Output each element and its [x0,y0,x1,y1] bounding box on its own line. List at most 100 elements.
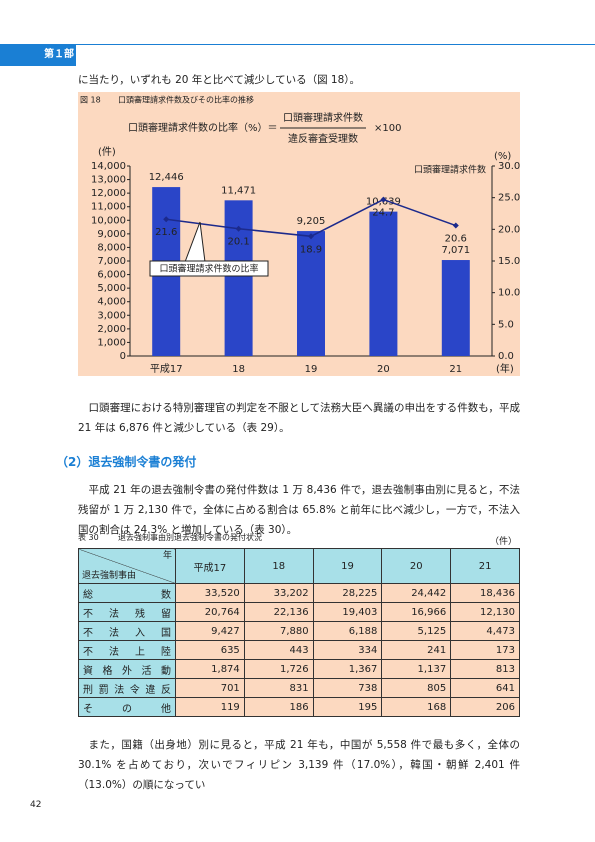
table-cell: 701 [175,678,245,698]
x-tick-label: 21 [449,364,462,375]
formula-left: 口頭審理請求件数の比率（%）＝ [128,121,278,134]
paragraph: 平成 21 年の退去強制令書の発付件数は 1 万 8,436 件で，退去強制事由… [78,484,520,536]
table-cell: 1,367 [312,659,383,679]
table-cell: 18 [243,548,314,584]
figure-number: 図 18 [80,96,101,105]
y-tick-label: 11,000 [91,202,126,213]
y2-tick-label: 5.0 [498,319,514,330]
table-cell: 1,874 [175,659,245,679]
table-cell: 4,473 [450,621,520,641]
y-tick-label: 10,000 [91,215,126,226]
y-tick-label: 8,000 [97,242,126,253]
line-value-label: 18.9 [300,244,322,255]
line-value-label: 20.6 [445,234,467,245]
corner-label: 年 [162,551,172,561]
table-cell: 241 [381,640,452,660]
y-tick-label: 6,000 [97,270,126,281]
table-cell: 641 [450,678,520,698]
table-cell: 資格外活動 [78,659,176,679]
legend-label: 口頭審理請求件数 [414,164,486,176]
y-tick-label: 3,000 [97,310,126,321]
x-tick-label: 平成17 [150,363,183,375]
y-tick-label: 4,000 [97,297,126,308]
y2-tick-label: 15.0 [498,256,520,267]
formula-denominator: 違反審査受理数 [288,132,358,145]
bar [224,200,253,356]
table-cell: 19 [312,548,383,584]
line-marker [163,216,170,223]
table-row: 刑罰法令違反 701 831 738 805 641 [78,678,520,698]
y-tick-label: 1,000 [97,337,126,348]
bar-value-label: 11,471 [221,185,256,196]
table-row: 不法上陸 635 443 334 241 173 [78,640,520,660]
y2-tick-label: 20.0 [498,224,520,235]
table-cell: 22,136 [243,602,314,622]
table-cell: 195 [312,697,383,717]
y-tick-label: 12,000 [91,188,126,199]
y2-tick-label: 10.0 [498,288,520,299]
line-marker [452,222,459,229]
y-tick-label: 14,000 [91,161,126,172]
corner-label: 退去強制事由 [82,571,137,581]
callout-box [149,260,269,277]
table-title: 退去強制事由別退去強制令書の発付状況 [118,533,262,542]
table-cell: 20,764 [175,602,245,622]
formula-factor: ×100 [374,123,401,134]
table-cell: 20 [381,548,452,584]
table-cell: 不法入国 [78,621,176,641]
table-cell: 813 [450,659,520,679]
y2-tick-label: 0.0 [498,351,514,362]
figure-title: 口頭審理請求件数及びその比率の推移 [118,95,254,105]
table-row: 不法入国 9,427 7,880 6,188 5,125 4,473 [78,621,520,641]
line-marker [308,233,314,240]
y2-unit: (%) [494,151,511,162]
section-heading: （2）退去強制令書の発付 [56,455,197,469]
table-cell: 16,966 [381,602,452,622]
table-cell: 1,137 [381,659,452,679]
y-tick-label: 13,000 [91,175,126,186]
y-tick-label: 0 [120,351,126,362]
table-cell: その他 [78,697,176,717]
y-tick-label: 9,000 [97,229,126,240]
table-cell: 186 [243,697,314,717]
table-cell: 168 [381,697,452,717]
bar [297,231,325,356]
table-cell: 635 [175,640,245,660]
table-row: 不法残留 20,764 22,136 19,403 16,966 12,130 [78,602,520,622]
line-value-label: 21.6 [155,227,177,238]
bar-value-label: 7,071 [441,245,470,256]
table-row: その他 119 186 195 168 206 [78,697,520,717]
table-cell: 総数 [78,583,176,603]
table-row: 資格外活動 1,874 1,726 1,367 1,137 813 [78,659,520,679]
table-cell: 7,880 [243,621,314,641]
bar [441,260,470,356]
table-unit: （件） [490,537,518,547]
formula-numerator: 口頭審理請求件数 [283,111,363,124]
y-unit: (件) [98,146,116,158]
intro-line: に当たり，いずれも 20 年と比べて減少している（図 18）。 [78,74,361,86]
bar-value-label: 12,446 [149,172,184,183]
table-cell: 831 [243,678,314,698]
part-band [0,44,76,66]
table-cell: 5,125 [381,621,452,641]
table-cell: 6,188 [312,621,383,641]
table-cell: 21 [450,548,520,584]
x-unit: (年) [496,362,514,375]
table-cell: 12,130 [450,602,520,622]
table-cell: 33,520 [175,583,245,603]
x-tick-label: 20 [377,364,390,375]
table-cell: 119 [175,697,245,717]
part-label: 第１部 [44,49,74,60]
callout-pointer [184,221,206,263]
table-cell: 33,202 [243,583,314,603]
table-cell: 18,436 [450,583,520,603]
table-row: 総数 33,520 33,202 28,225 24,442 18,436 [78,583,520,603]
y-tick-label: 5,000 [97,283,126,294]
part-line [76,44,595,45]
line-value-label: 24.7 [372,208,394,219]
paragraph: 口頭審理における特別審理官の判定を不服として法務大臣へ異議の申出をする件数も，平… [78,402,520,434]
table-cell: 年退去強制事由 [78,548,176,584]
table-number: 表 30 [78,533,99,542]
